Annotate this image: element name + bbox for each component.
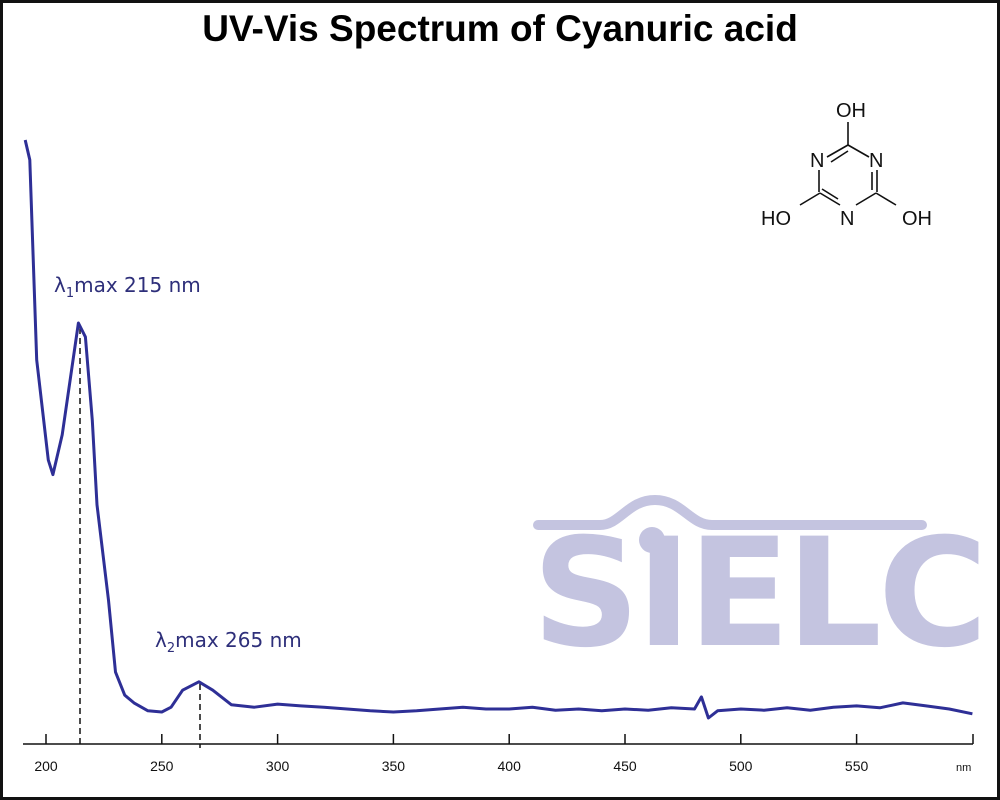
x-tick-label: 300 xyxy=(266,758,290,774)
cyanuric-acid-structure xyxy=(799,122,897,206)
n-bottom-label: N xyxy=(840,208,854,230)
sielc-watermark: SIELC xyxy=(532,494,988,681)
x-tick-label: 400 xyxy=(498,758,522,774)
x-tick-label: 450 xyxy=(613,758,637,774)
x-tick-label: 350 xyxy=(382,758,406,774)
peak1-label: λ1max 215 nm xyxy=(54,273,201,301)
x-tick-label: 200 xyxy=(34,758,58,774)
x-tick-label: 500 xyxy=(729,758,753,774)
x-axis-ticks: 200 250 300 350 400 450 500 550 xyxy=(34,734,868,774)
peak2-label: λ2max 265 nm xyxy=(155,628,302,656)
chart-title: UV-Vis Spectrum of Cyanuric acid xyxy=(202,8,798,49)
ho-left-label: HO xyxy=(761,208,791,230)
oh-top-label: OH xyxy=(836,100,866,122)
x-axis-unit: nm xyxy=(956,762,971,774)
x-tick-label: 250 xyxy=(150,758,174,774)
watermark-text: SIELC xyxy=(532,507,984,681)
x-tick-label: 550 xyxy=(845,758,869,774)
oh-right-label: OH xyxy=(902,208,932,230)
n-left-label: N xyxy=(810,150,824,172)
spectrum-line xyxy=(23,139,973,720)
n-right-label: N xyxy=(869,150,883,172)
